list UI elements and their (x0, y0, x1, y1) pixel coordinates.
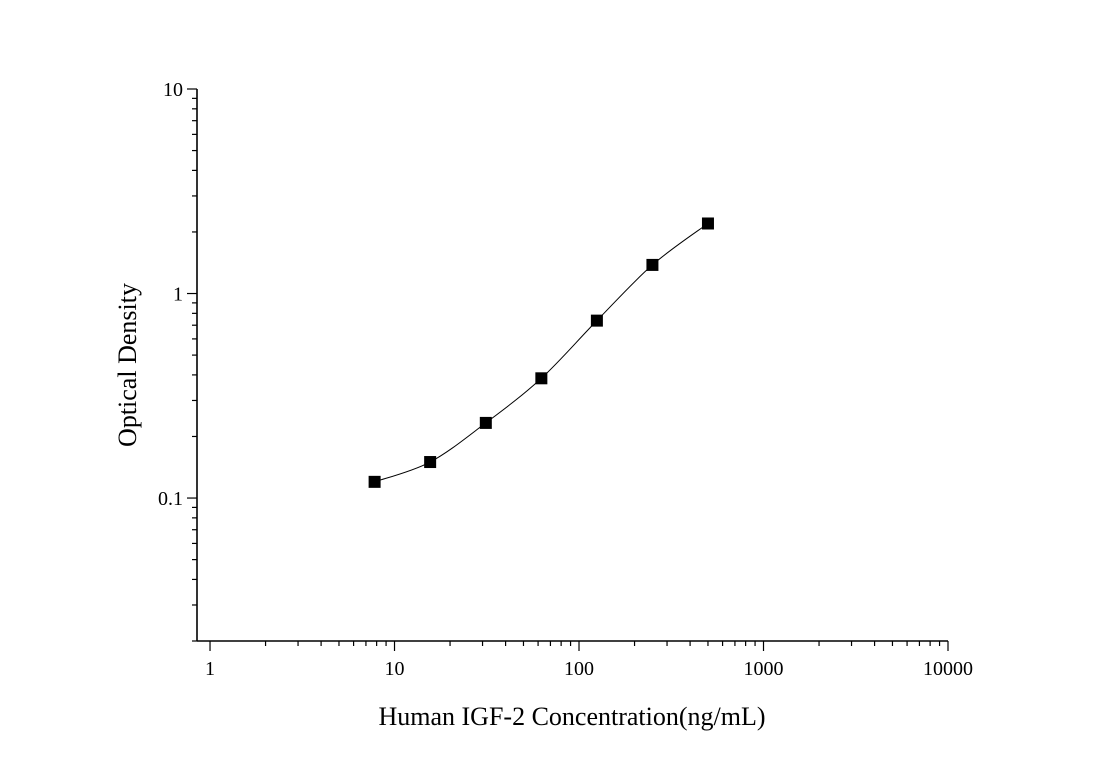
data-point-marker (368, 475, 381, 488)
tick-labels: 1 10 100 1000 10000 0.1 1 10 (158, 79, 973, 680)
data-point-marker (479, 416, 492, 429)
minor-ticks (192, 97, 941, 646)
data-point-marker (701, 217, 714, 230)
x-tick-label: 1000 (744, 658, 784, 680)
y-axis-title: Optical Density (113, 283, 142, 447)
data-point-marker (646, 258, 659, 271)
x-axis-title: Human IGF-2 Concentration(ng/mL) (378, 702, 765, 731)
data-point-marker (424, 456, 437, 469)
x-tick-label: 10000 (923, 658, 973, 680)
y-tick-label: 1 (173, 284, 183, 306)
y-tick-label: 0.1 (158, 488, 183, 510)
data-point-marker (590, 314, 603, 327)
x-tick-label: 1 (205, 658, 215, 680)
data-point-marker (535, 372, 548, 385)
y-tick-label: 10 (163, 79, 183, 101)
x-tick-label: 100 (564, 658, 594, 680)
major-ticks (187, 88, 949, 651)
data-markers (368, 217, 714, 488)
x-tick-label: 10 (385, 658, 405, 680)
